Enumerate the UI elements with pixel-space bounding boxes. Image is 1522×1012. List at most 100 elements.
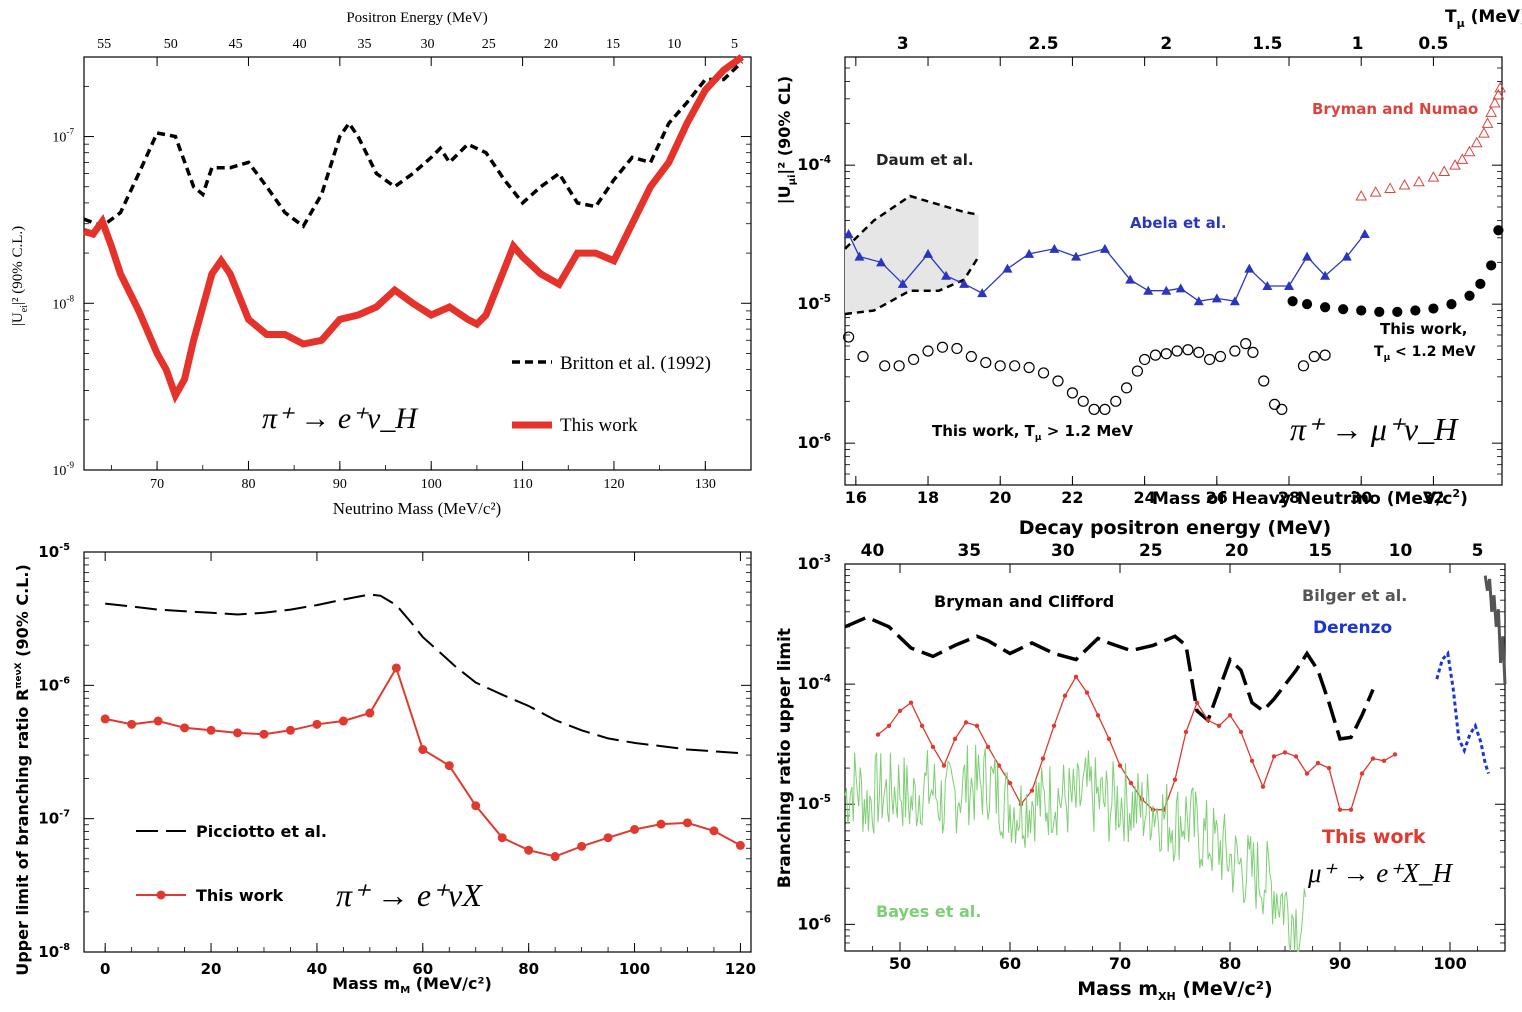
top-tick-label: 20 — [1225, 541, 1249, 561]
series-this-work-marker — [1051, 723, 1057, 728]
series-bryman-and-numao-marker — [1384, 182, 1396, 193]
series-this-work-t-1-2-mev-marker — [1446, 299, 1457, 310]
series-group — [100, 593, 745, 862]
series-this-work-marker — [1040, 756, 1046, 761]
axis-ticks: 16 18 20 22 24 26 28 30 32 10-6 10-5 10-4 3 2.5 2 1.5 1 0… — [797, 34, 1502, 507]
x-tick-label: 50 — [889, 954, 911, 973]
series-abela-et-al--marker — [1193, 296, 1204, 306]
top-tick-label: 0.5 — [1418, 34, 1448, 54]
series-this-work-marker — [930, 744, 936, 750]
x-tick-label: 90 — [333, 477, 347, 492]
series-this-work-marker — [153, 716, 163, 726]
x-tick-label: 80 — [241, 477, 255, 492]
series-this-work-marker — [1381, 758, 1387, 763]
series-this-work-marker — [1227, 713, 1233, 718]
series-this-work-t-1-2-mev-marker — [1493, 225, 1504, 236]
series-this-work-t-1-2-mev-marker — [1171, 345, 1183, 357]
series-this-work-t-1-2-mev-marker — [1077, 395, 1089, 407]
series-this-work-t-1-2-mev-marker — [922, 345, 934, 357]
top-tick-label: 2 — [1160, 34, 1172, 54]
series-abela-et-al--marker — [1359, 228, 1370, 238]
top-tick-label: 45 — [229, 37, 243, 52]
series-this-work-marker — [656, 819, 666, 829]
series-this-work-marker — [365, 708, 375, 718]
x-tick-label: 70 — [150, 477, 164, 492]
series-this-work-t-1-2-mev-marker — [951, 342, 963, 355]
top-tick-label: 35 — [358, 37, 372, 52]
legend-thiswork-marker — [156, 890, 166, 900]
top-axis-label: Decay positron energy (MeV) — [1019, 517, 1331, 539]
series-bryman-and-numao-marker — [1449, 159, 1461, 170]
series-this-work-marker — [1084, 690, 1090, 695]
series-bryman-and-numao-marker — [1485, 106, 1498, 117]
series-this-work-marker — [524, 845, 534, 855]
series-bryman-and-numao-marker — [1456, 153, 1469, 164]
y-tick-label: 10-8 — [52, 293, 74, 312]
series-this-work-t-1-2-mev-marker — [1475, 278, 1486, 289]
series-abela-et-al--marker — [1161, 285, 1172, 295]
reaction-annotation: μ⁺ → e⁺X_H — [1307, 858, 1454, 888]
series-this-work-marker — [963, 720, 969, 725]
series-this-work-t-1-2-mev-marker — [1392, 306, 1403, 317]
top-tick-label: 5 — [731, 37, 738, 52]
y-axis-label: Branching ratio upper limit — [775, 628, 795, 888]
x-tick-label: 28 — [1278, 488, 1300, 507]
top-tick-label: 5 — [1472, 541, 1484, 561]
top-tick-label: 3 — [897, 34, 909, 54]
series-this-work-marker — [1370, 756, 1376, 761]
label-thiswork-low-2: Tμ < 1.2 MeV — [1374, 344, 1476, 363]
y-axis-label: Upper limit of branching ratio RπeνX (90… — [13, 564, 32, 976]
series-this-work-t-1-2-mev-marker — [1338, 304, 1349, 315]
series-this-work-t-1-2-mev-marker — [1247, 346, 1259, 358]
series-this-work-marker — [735, 840, 745, 850]
series-this-work-marker — [1117, 763, 1123, 768]
series-this-work-t-1-2-mev-marker — [1240, 338, 1252, 350]
label-bryman-numao: Bryman and Numao — [1312, 100, 1478, 118]
series-this-work-marker — [897, 708, 903, 713]
series-this-work-t-1-2-mev-marker — [1099, 403, 1111, 415]
series-abela-et-al--marker — [1284, 281, 1295, 291]
series-bryman-and-numao-marker — [1438, 165, 1451, 177]
series-this-work-t-1-2-mev-marker — [893, 360, 905, 372]
series-this-work-marker — [682, 818, 692, 828]
series-this-work-marker — [886, 723, 892, 728]
series-this-work-t-1-2-mev-marker — [1301, 299, 1313, 310]
series-this-work-marker — [1029, 788, 1035, 793]
top-tick-label: 10 — [1389, 541, 1413, 561]
top-tick-label: 30 — [421, 37, 435, 52]
series-this-work-marker — [1392, 752, 1398, 757]
x-tick-label: 110 — [512, 477, 532, 492]
series-this-work-marker — [974, 723, 980, 728]
series-this-work-marker — [497, 833, 507, 843]
x-tick-label: 120 — [603, 477, 624, 492]
series-derenzo-line — [1435, 650, 1490, 775]
series-this-work-marker — [630, 824, 640, 834]
series-abela-et-al--marker — [977, 288, 988, 298]
y-axis-label: |Uei|² (90% C.L.) — [10, 226, 30, 326]
x-tick-label: 100 — [619, 960, 650, 978]
series-bryman-and-clifford-line — [844, 615, 1375, 741]
series-abela-et-al--marker — [1099, 243, 1110, 253]
top-tick-label: 2.5 — [1028, 34, 1058, 54]
series-this-work-t-1-2-mev-marker — [936, 341, 949, 353]
series-this-work-marker — [603, 833, 613, 843]
y-tick-label: 10-7 — [52, 127, 74, 146]
series-abela-et-al--marker — [1024, 248, 1035, 258]
series-this-work-t-1-2-mev-marker — [980, 356, 992, 369]
label-bayes: Bayes et al. — [876, 902, 981, 921]
series-this-work-t-1-2-mev-marker — [1319, 349, 1331, 361]
series-this-work-t-1-2-mev-marker — [1139, 353, 1151, 366]
label-thiswork-high: This work, Tμ > 1.2 MeV — [932, 422, 1133, 443]
series-this-work-line — [83, 54, 744, 404]
x-tick-label: 20 — [201, 960, 222, 978]
series-this-work-marker — [1205, 718, 1211, 723]
chart-panel-pi-e-nuh: Positron Energy (MeV) Neutrino Mass (MeV… — [10, 10, 752, 518]
series-this-work-t-1-2-mev-marker — [994, 360, 1006, 372]
series-this-work-t-1-2-mev-marker — [1110, 395, 1122, 407]
series-this-work-marker — [919, 723, 925, 728]
top-tick-label: 10 — [667, 37, 681, 52]
series-this-work-t-1-2-mev-marker — [1464, 290, 1475, 301]
series-britton-et-al-1992--line — [83, 60, 744, 229]
top-tick-label: 50 — [164, 37, 178, 52]
series-this-work-marker — [952, 736, 958, 742]
